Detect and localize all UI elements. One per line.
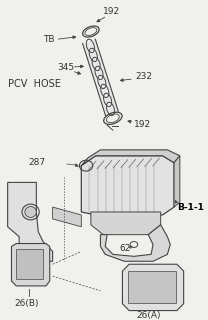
Ellipse shape xyxy=(25,206,36,217)
Text: 232: 232 xyxy=(136,72,153,81)
Polygon shape xyxy=(123,264,184,311)
Text: B-1-1: B-1-1 xyxy=(177,203,204,212)
Polygon shape xyxy=(174,156,180,207)
Text: 287: 287 xyxy=(29,158,46,167)
Text: PCV  HOSE: PCV HOSE xyxy=(8,79,61,89)
Text: TB: TB xyxy=(43,35,54,44)
Polygon shape xyxy=(81,156,174,215)
Bar xyxy=(128,271,176,303)
Polygon shape xyxy=(83,39,118,116)
Text: 62: 62 xyxy=(120,244,131,253)
Text: 192: 192 xyxy=(103,7,120,16)
Text: 26(A): 26(A) xyxy=(137,311,161,320)
Polygon shape xyxy=(91,212,161,235)
Bar xyxy=(16,250,43,279)
Polygon shape xyxy=(8,182,53,261)
Polygon shape xyxy=(81,150,180,166)
Text: 26(B): 26(B) xyxy=(14,299,39,308)
Polygon shape xyxy=(11,244,50,286)
Polygon shape xyxy=(100,225,170,261)
Text: 345: 345 xyxy=(57,62,74,72)
Polygon shape xyxy=(53,207,81,227)
Text: 192: 192 xyxy=(134,120,151,129)
